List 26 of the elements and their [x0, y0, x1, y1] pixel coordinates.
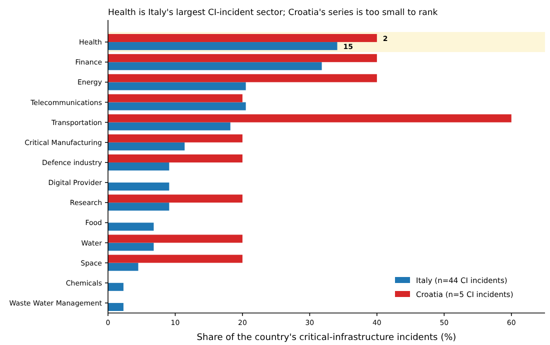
bar — [108, 74, 377, 82]
bar — [108, 242, 154, 251]
chart-title: Health is Italy's largest CI-incident sector; Croatia's series is too small to rank — [108, 8, 438, 18]
bar — [108, 94, 242, 102]
bar — [108, 134, 242, 142]
bar — [108, 142, 185, 150]
bar — [108, 262, 138, 271]
bar — [108, 102, 246, 110]
bar — [108, 202, 170, 211]
bar — [108, 114, 512, 122]
bar — [108, 302, 124, 311]
bar — [108, 162, 170, 170]
bar — [108, 234, 242, 243]
bar — [108, 122, 230, 130]
bar — [108, 54, 377, 62]
bar — [108, 194, 242, 203]
bar — [108, 282, 124, 291]
bar — [108, 82, 246, 90]
bar — [108, 42, 338, 50]
bar — [108, 222, 154, 231]
bar — [108, 154, 242, 162]
bar — [108, 34, 377, 42]
bar — [108, 62, 322, 70]
bar — [108, 254, 242, 263]
bar — [108, 182, 170, 191]
x-axis-title: Share of the country's critical-infrastructure incidents (%) — [196, 333, 456, 343]
